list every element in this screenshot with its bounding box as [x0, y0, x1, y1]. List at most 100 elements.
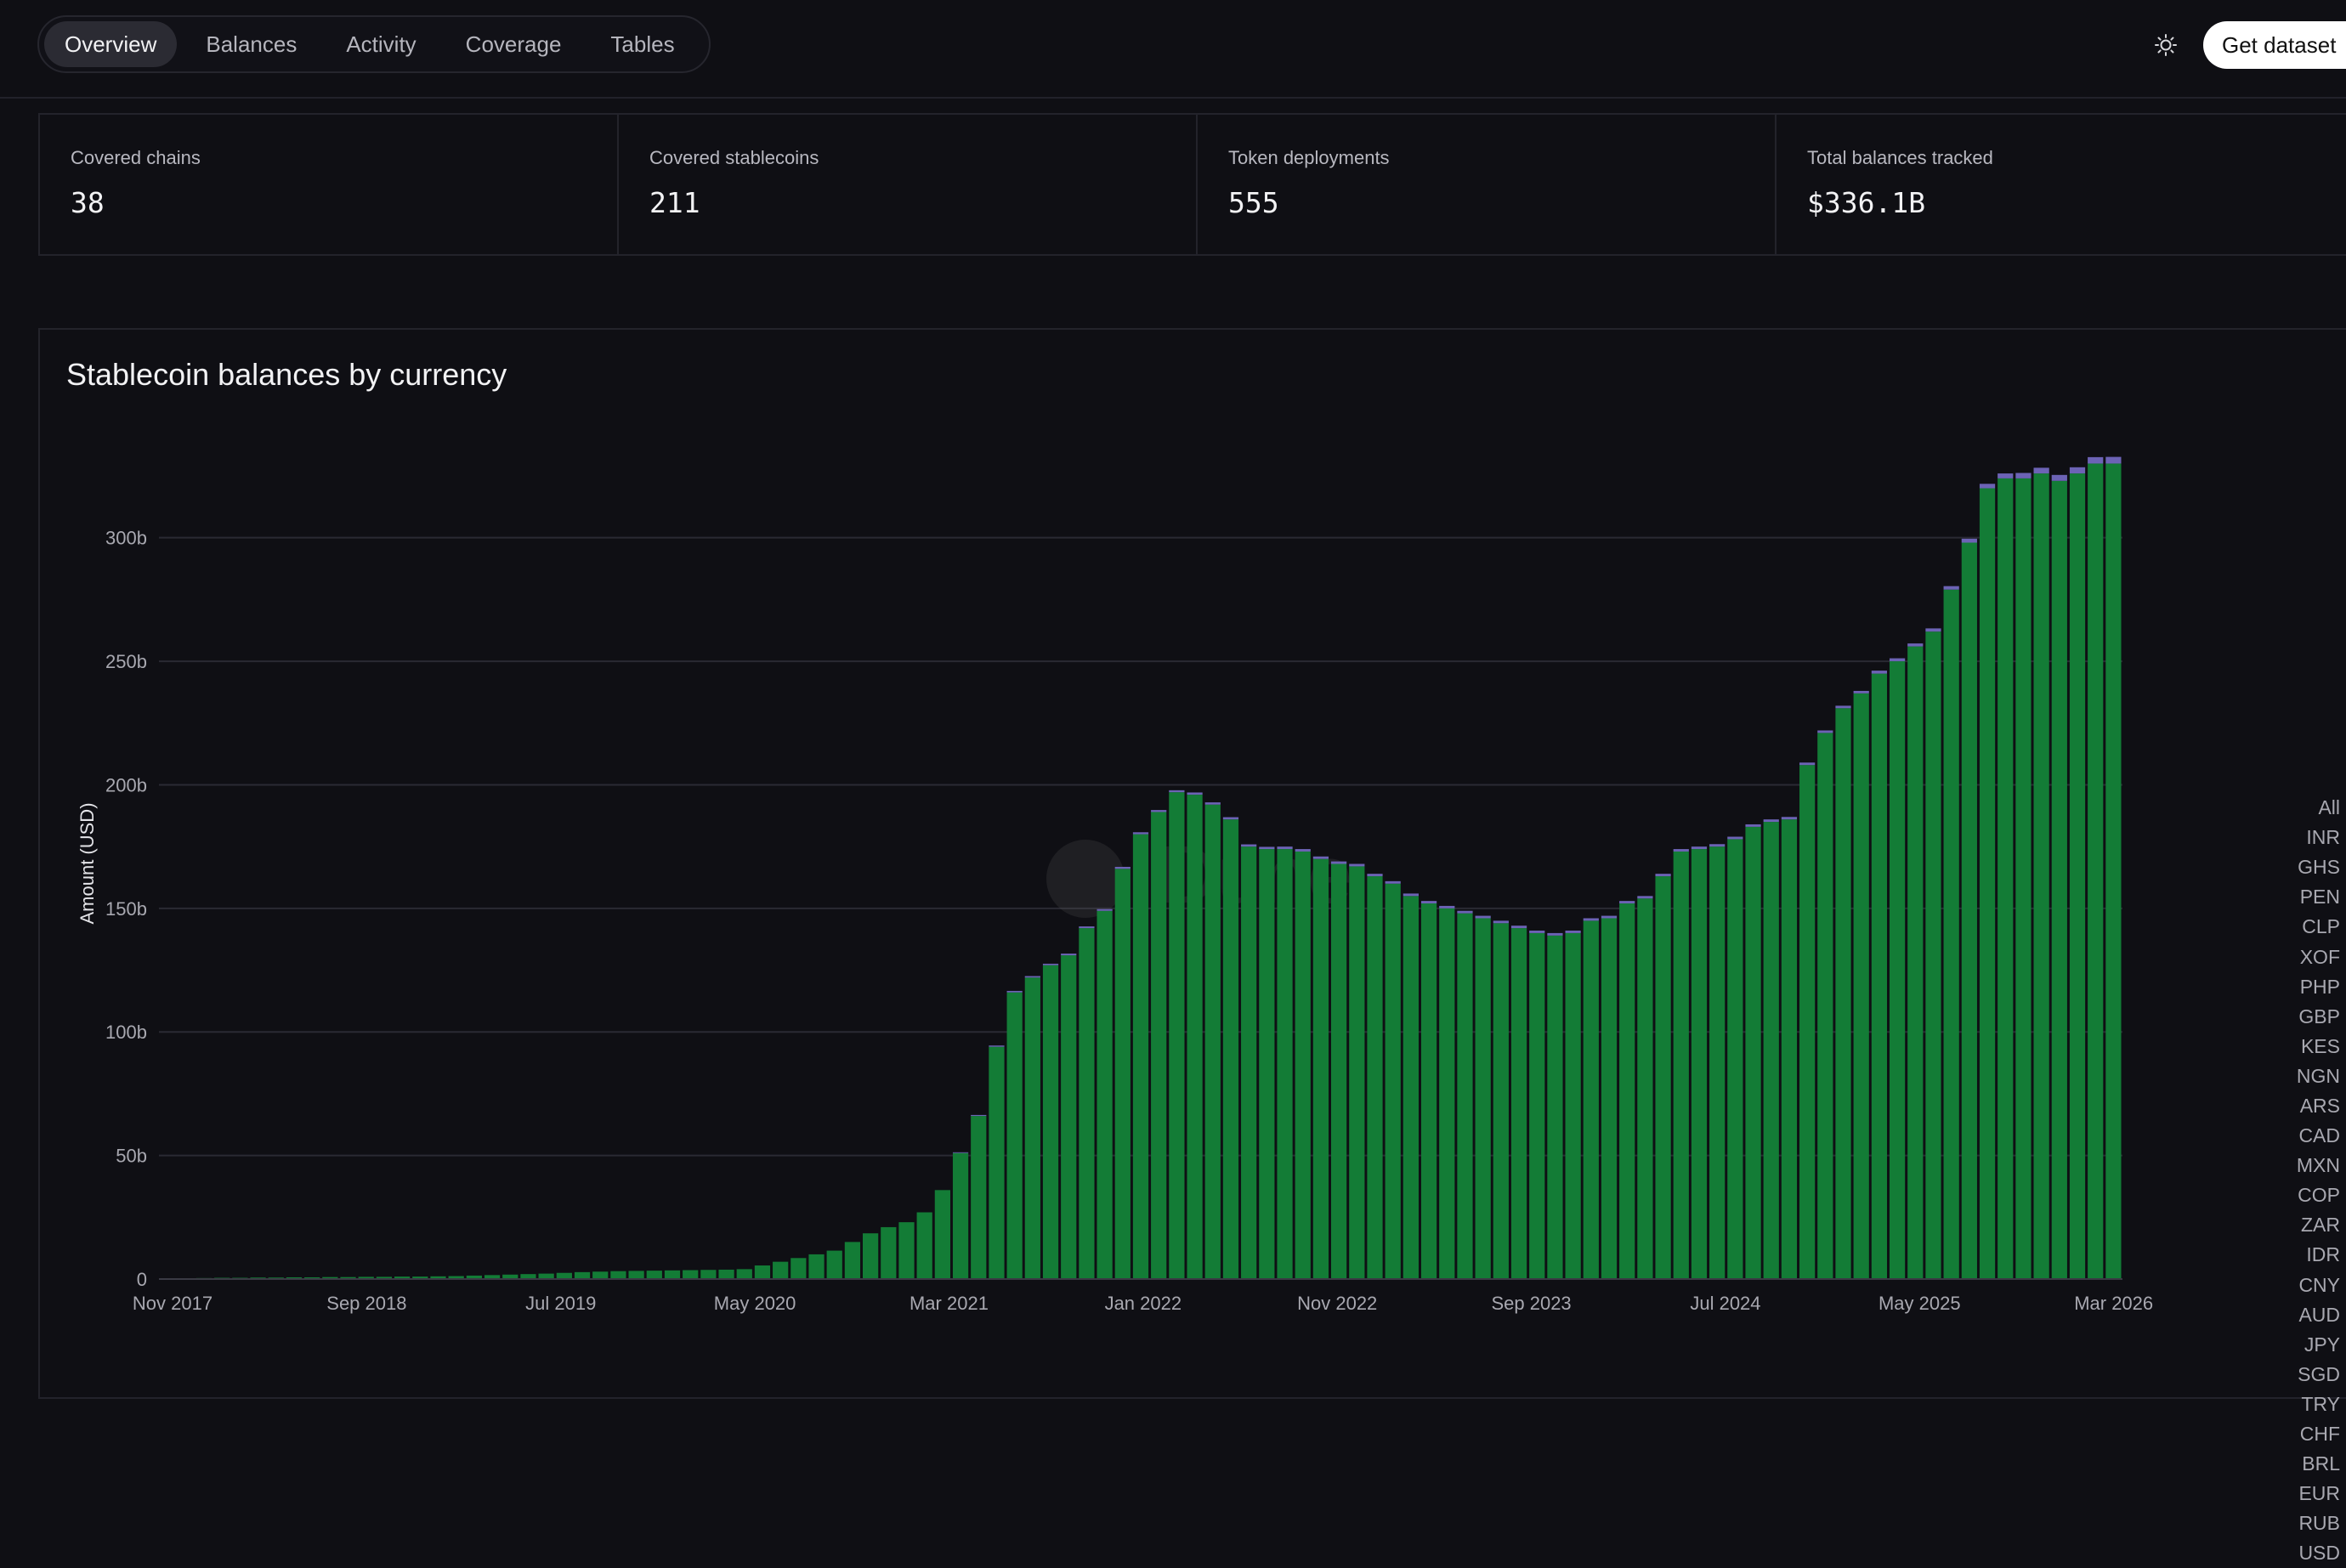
bar-other [1169, 790, 1185, 793]
legend-item-php[interactable]: PHP [2250, 972, 2346, 1002]
bar-usd [1402, 896, 1420, 1279]
bar-other [1745, 824, 1761, 827]
get-dataset-button[interactable]: Get dataset [2203, 21, 2346, 69]
x-tick-label: Mar 2021 [910, 1293, 989, 1314]
legend-item-try[interactable]: TRY [2250, 1390, 2346, 1419]
stat-covered-chains: Covered chains 38 [40, 115, 619, 254]
x-tick-label: Jul 2024 [1690, 1293, 1760, 1314]
bar-usd [574, 1271, 591, 1279]
bar-other [1889, 658, 1906, 662]
bar-usd [1204, 804, 1221, 1279]
bar-usd [2105, 463, 2122, 1279]
bar-usd [1295, 851, 1311, 1279]
legend-item-ars[interactable]: ARS [2250, 1091, 2346, 1121]
theme-toggle-button[interactable] [2150, 30, 2181, 60]
legend-item-xof[interactable]: XOF [2250, 942, 2346, 971]
top-nav-bar: Overview Balances Activity Coverage Tabl… [0, 0, 2346, 99]
legend-item-ghs[interactable]: GHS [2250, 852, 2346, 882]
bar-usd [773, 1261, 789, 1279]
bar-usd [844, 1242, 861, 1279]
legend-item-aud[interactable]: AUD [2250, 1300, 2346, 1330]
bar-usd [1222, 819, 1239, 1279]
tab-tables[interactable]: Tables [610, 31, 675, 57]
bar-usd [683, 1270, 699, 1279]
bar-other [1961, 538, 1977, 543]
legend-item-kes[interactable]: KES [2250, 1032, 2346, 1061]
bar-other [2015, 473, 2032, 478]
legend-item-clp[interactable]: CLP [2250, 912, 2346, 942]
bar-other [2051, 474, 2067, 481]
x-tick-label: Jul 2019 [525, 1293, 596, 1314]
legend-item-all[interactable]: All [2250, 793, 2346, 823]
legend-label: KES [2300, 1034, 2340, 1057]
bar-usd [1132, 834, 1149, 1279]
bar-usd [592, 1271, 609, 1279]
bar-usd [1385, 883, 1401, 1279]
bar-usd [1583, 920, 1599, 1279]
y-tick-label: 50b [116, 1146, 147, 1167]
chart-title: Stablecoin balances by currency [66, 357, 507, 392]
tab-coverage[interactable]: Coverage [465, 31, 562, 57]
bar-other [952, 1152, 969, 1153]
legend-item-rub[interactable]: RUB [2250, 1509, 2346, 1538]
legend-label: CLP [2302, 915, 2340, 938]
bar-usd [1601, 918, 1618, 1279]
bar-usd [1493, 923, 1509, 1279]
legend-item-mxn[interactable]: MXN [2250, 1151, 2346, 1180]
bar-other [1222, 817, 1239, 820]
legend-item-inr[interactable]: INR [2250, 823, 2346, 852]
bar-usd [466, 1275, 482, 1279]
bar-usd [1457, 913, 1473, 1279]
y-tick-label: 300b [105, 528, 147, 549]
legend-item-chf[interactable]: CHF [2250, 1419, 2346, 1449]
bar-other [1151, 810, 1167, 812]
legend-item-pen[interactable]: PEN [2250, 882, 2346, 912]
bar-other [1853, 690, 1869, 693]
bar-usd [754, 1265, 771, 1279]
bar-usd [989, 1046, 1005, 1279]
legend-item-brl[interactable]: BRL [2250, 1449, 2346, 1479]
y-tick-label: 0 [137, 1269, 147, 1290]
bar-other [1204, 802, 1221, 805]
legend-item-eur[interactable]: EUR [2250, 1479, 2346, 1509]
bar-other [1114, 866, 1130, 869]
bar-usd [1817, 733, 1833, 1279]
bar-usd [304, 1276, 320, 1279]
bar-usd [556, 1272, 572, 1279]
legend-label: ZAR [2301, 1214, 2340, 1237]
bar-usd [1006, 992, 1023, 1279]
legend-item-cny[interactable]: CNY [2250, 1271, 2346, 1300]
legend-item-ngn[interactable]: NGN [2250, 1061, 2346, 1091]
tab-activity[interactable]: Activity [346, 31, 416, 57]
bar-other [1349, 863, 1365, 867]
bar-usd [1241, 846, 1257, 1279]
bar-usd [1187, 795, 1203, 1279]
legend-item-cop[interactable]: COP [2250, 1180, 2346, 1210]
legend-item-idr[interactable]: IDR [2250, 1240, 2346, 1270]
bar-other [1079, 926, 1095, 929]
legend-item-zar[interactable]: ZAR [2250, 1210, 2346, 1240]
bar-usd [1420, 903, 1437, 1279]
bar-usd [1510, 928, 1527, 1279]
legend-item-cad[interactable]: CAD [2250, 1121, 2346, 1151]
bar-other [1601, 915, 1618, 919]
tab-overview[interactable]: Overview [44, 21, 178, 67]
legend-item-sgd[interactable]: SGD [2250, 1360, 2346, 1390]
bar-other [1979, 484, 1996, 489]
bar-usd [484, 1275, 501, 1279]
legend-label: CAD [2298, 1124, 2340, 1147]
legend-item-jpy[interactable]: JPY [2250, 1330, 2346, 1360]
legend-label: NGN [2296, 1064, 2340, 1087]
legend-label: All [2318, 796, 2340, 819]
chart-legend: All INR GHS PEN CLP XOF PHP GBP KES NGN ARS CAD MXN C… [2250, 793, 2346, 1568]
bar-usd [1331, 863, 1347, 1279]
legend-item-gbp[interactable]: GBP [2250, 1002, 2346, 1032]
tab-balances[interactable]: Balances [206, 31, 298, 57]
bar-usd [610, 1271, 626, 1279]
bar-other [1367, 874, 1383, 877]
tab-group: Overview Balances Activity Coverage Tabl… [37, 15, 711, 73]
legend-item-usd[interactable]: USD [2250, 1538, 2346, 1568]
bar-usd [1619, 903, 1635, 1279]
legend-label: USD [2298, 1542, 2340, 1565]
bar-usd [2051, 480, 2067, 1279]
